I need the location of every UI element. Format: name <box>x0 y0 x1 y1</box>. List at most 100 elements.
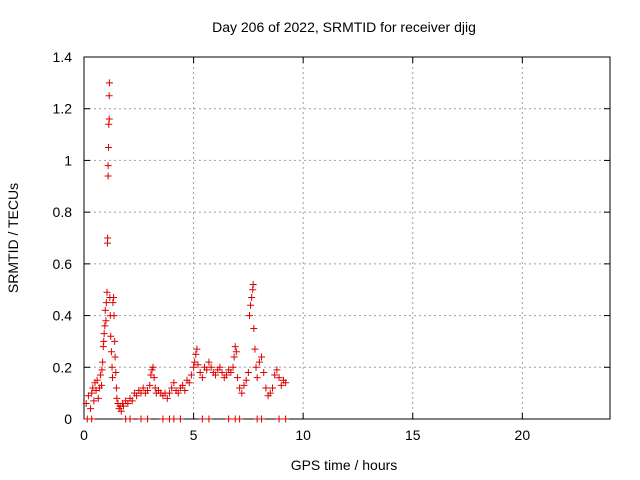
data-point <box>98 366 106 374</box>
y-axis-label: SRMTID / TECUs <box>5 183 21 293</box>
data-point <box>203 366 211 374</box>
data-point <box>94 394 102 402</box>
plot-border <box>83 56 611 420</box>
data-point <box>168 384 176 392</box>
data-point <box>87 405 95 413</box>
data-point <box>108 374 116 382</box>
data-point <box>105 115 113 123</box>
data-point <box>102 299 110 307</box>
data-point <box>232 348 240 356</box>
chart-title: Day 206 of 2022, SRMTID for receiver dji… <box>212 19 476 35</box>
data-point <box>170 415 178 423</box>
data-point <box>181 387 189 395</box>
data-point <box>144 387 152 395</box>
data-point <box>82 399 90 407</box>
data-point <box>105 92 113 100</box>
data-point <box>238 389 246 397</box>
data-point <box>260 368 268 376</box>
data-points <box>82 79 290 423</box>
data-point <box>117 407 125 415</box>
data-point <box>198 415 206 423</box>
data-point <box>105 144 113 151</box>
data-point <box>225 415 233 423</box>
data-point <box>110 293 118 301</box>
y-tick-label: 1.4 <box>53 49 73 65</box>
data-point <box>192 350 200 358</box>
data-point <box>266 389 274 397</box>
data-point <box>190 363 198 371</box>
y-tick-label: 1.2 <box>53 101 73 117</box>
data-point <box>222 371 230 379</box>
data-point <box>251 345 259 353</box>
plot-frame <box>83 56 611 420</box>
data-point <box>216 363 224 371</box>
data-point <box>282 379 290 387</box>
data-point <box>245 312 253 320</box>
data-point <box>233 374 241 382</box>
data-point <box>110 312 118 320</box>
data-point <box>253 374 261 382</box>
x-axis-label: GPS time / hours <box>291 457 398 473</box>
data-point <box>163 394 171 402</box>
data-point <box>170 379 178 387</box>
data-point <box>176 415 184 423</box>
data-point <box>88 415 96 423</box>
data-point <box>96 371 104 379</box>
data-point <box>255 358 263 366</box>
data-point <box>107 348 115 356</box>
data-point <box>137 415 145 423</box>
data-point <box>273 366 281 374</box>
data-point <box>108 363 116 371</box>
data-point <box>112 368 120 376</box>
data-point <box>98 381 106 389</box>
data-point <box>113 394 121 402</box>
data-point <box>104 234 112 242</box>
x-tick-label: 20 <box>515 427 531 443</box>
data-point <box>101 322 109 330</box>
data-point <box>275 374 283 382</box>
data-point <box>271 371 279 379</box>
data-point <box>236 384 244 392</box>
data-point <box>242 376 250 384</box>
data-point <box>104 162 112 170</box>
data-point <box>212 371 219 379</box>
data-point <box>128 397 136 405</box>
data-point <box>111 337 119 345</box>
data-point <box>111 353 119 361</box>
data-point <box>258 353 266 361</box>
data-point <box>126 415 134 423</box>
y-tick-label: 0.8 <box>53 204 73 220</box>
tick-labels: 0 5 10 15 20 0 0.2 0.4 0.6 0.8 1 1.2 1.4 <box>53 49 531 443</box>
data-point <box>218 368 226 376</box>
data-point <box>240 381 248 389</box>
data-point <box>244 368 252 376</box>
data-point <box>185 379 193 387</box>
data-point <box>146 381 154 389</box>
data-point <box>268 384 276 392</box>
data-point <box>90 397 98 405</box>
data-point <box>207 363 215 371</box>
grid-lines <box>84 57 610 419</box>
data-point <box>109 299 117 307</box>
data-point <box>205 358 213 366</box>
data-point <box>174 389 182 397</box>
data-point <box>139 384 147 392</box>
data-point <box>88 389 96 397</box>
data-point <box>229 363 237 371</box>
data-point <box>205 415 213 423</box>
data-point <box>193 345 201 353</box>
data-point <box>112 384 120 392</box>
data-point <box>236 415 244 423</box>
data-point <box>231 343 239 351</box>
data-point <box>187 371 195 379</box>
data-point <box>144 415 152 423</box>
data-point <box>179 381 187 389</box>
data-point <box>150 374 158 382</box>
x-tick-label: 0 <box>80 427 88 443</box>
data-point <box>165 389 173 397</box>
data-point <box>248 293 256 301</box>
y-tick-label: 0 <box>64 411 72 427</box>
x-tick-label: 15 <box>405 427 421 443</box>
data-point <box>93 376 101 384</box>
y-tick-label: 1 <box>64 152 72 168</box>
